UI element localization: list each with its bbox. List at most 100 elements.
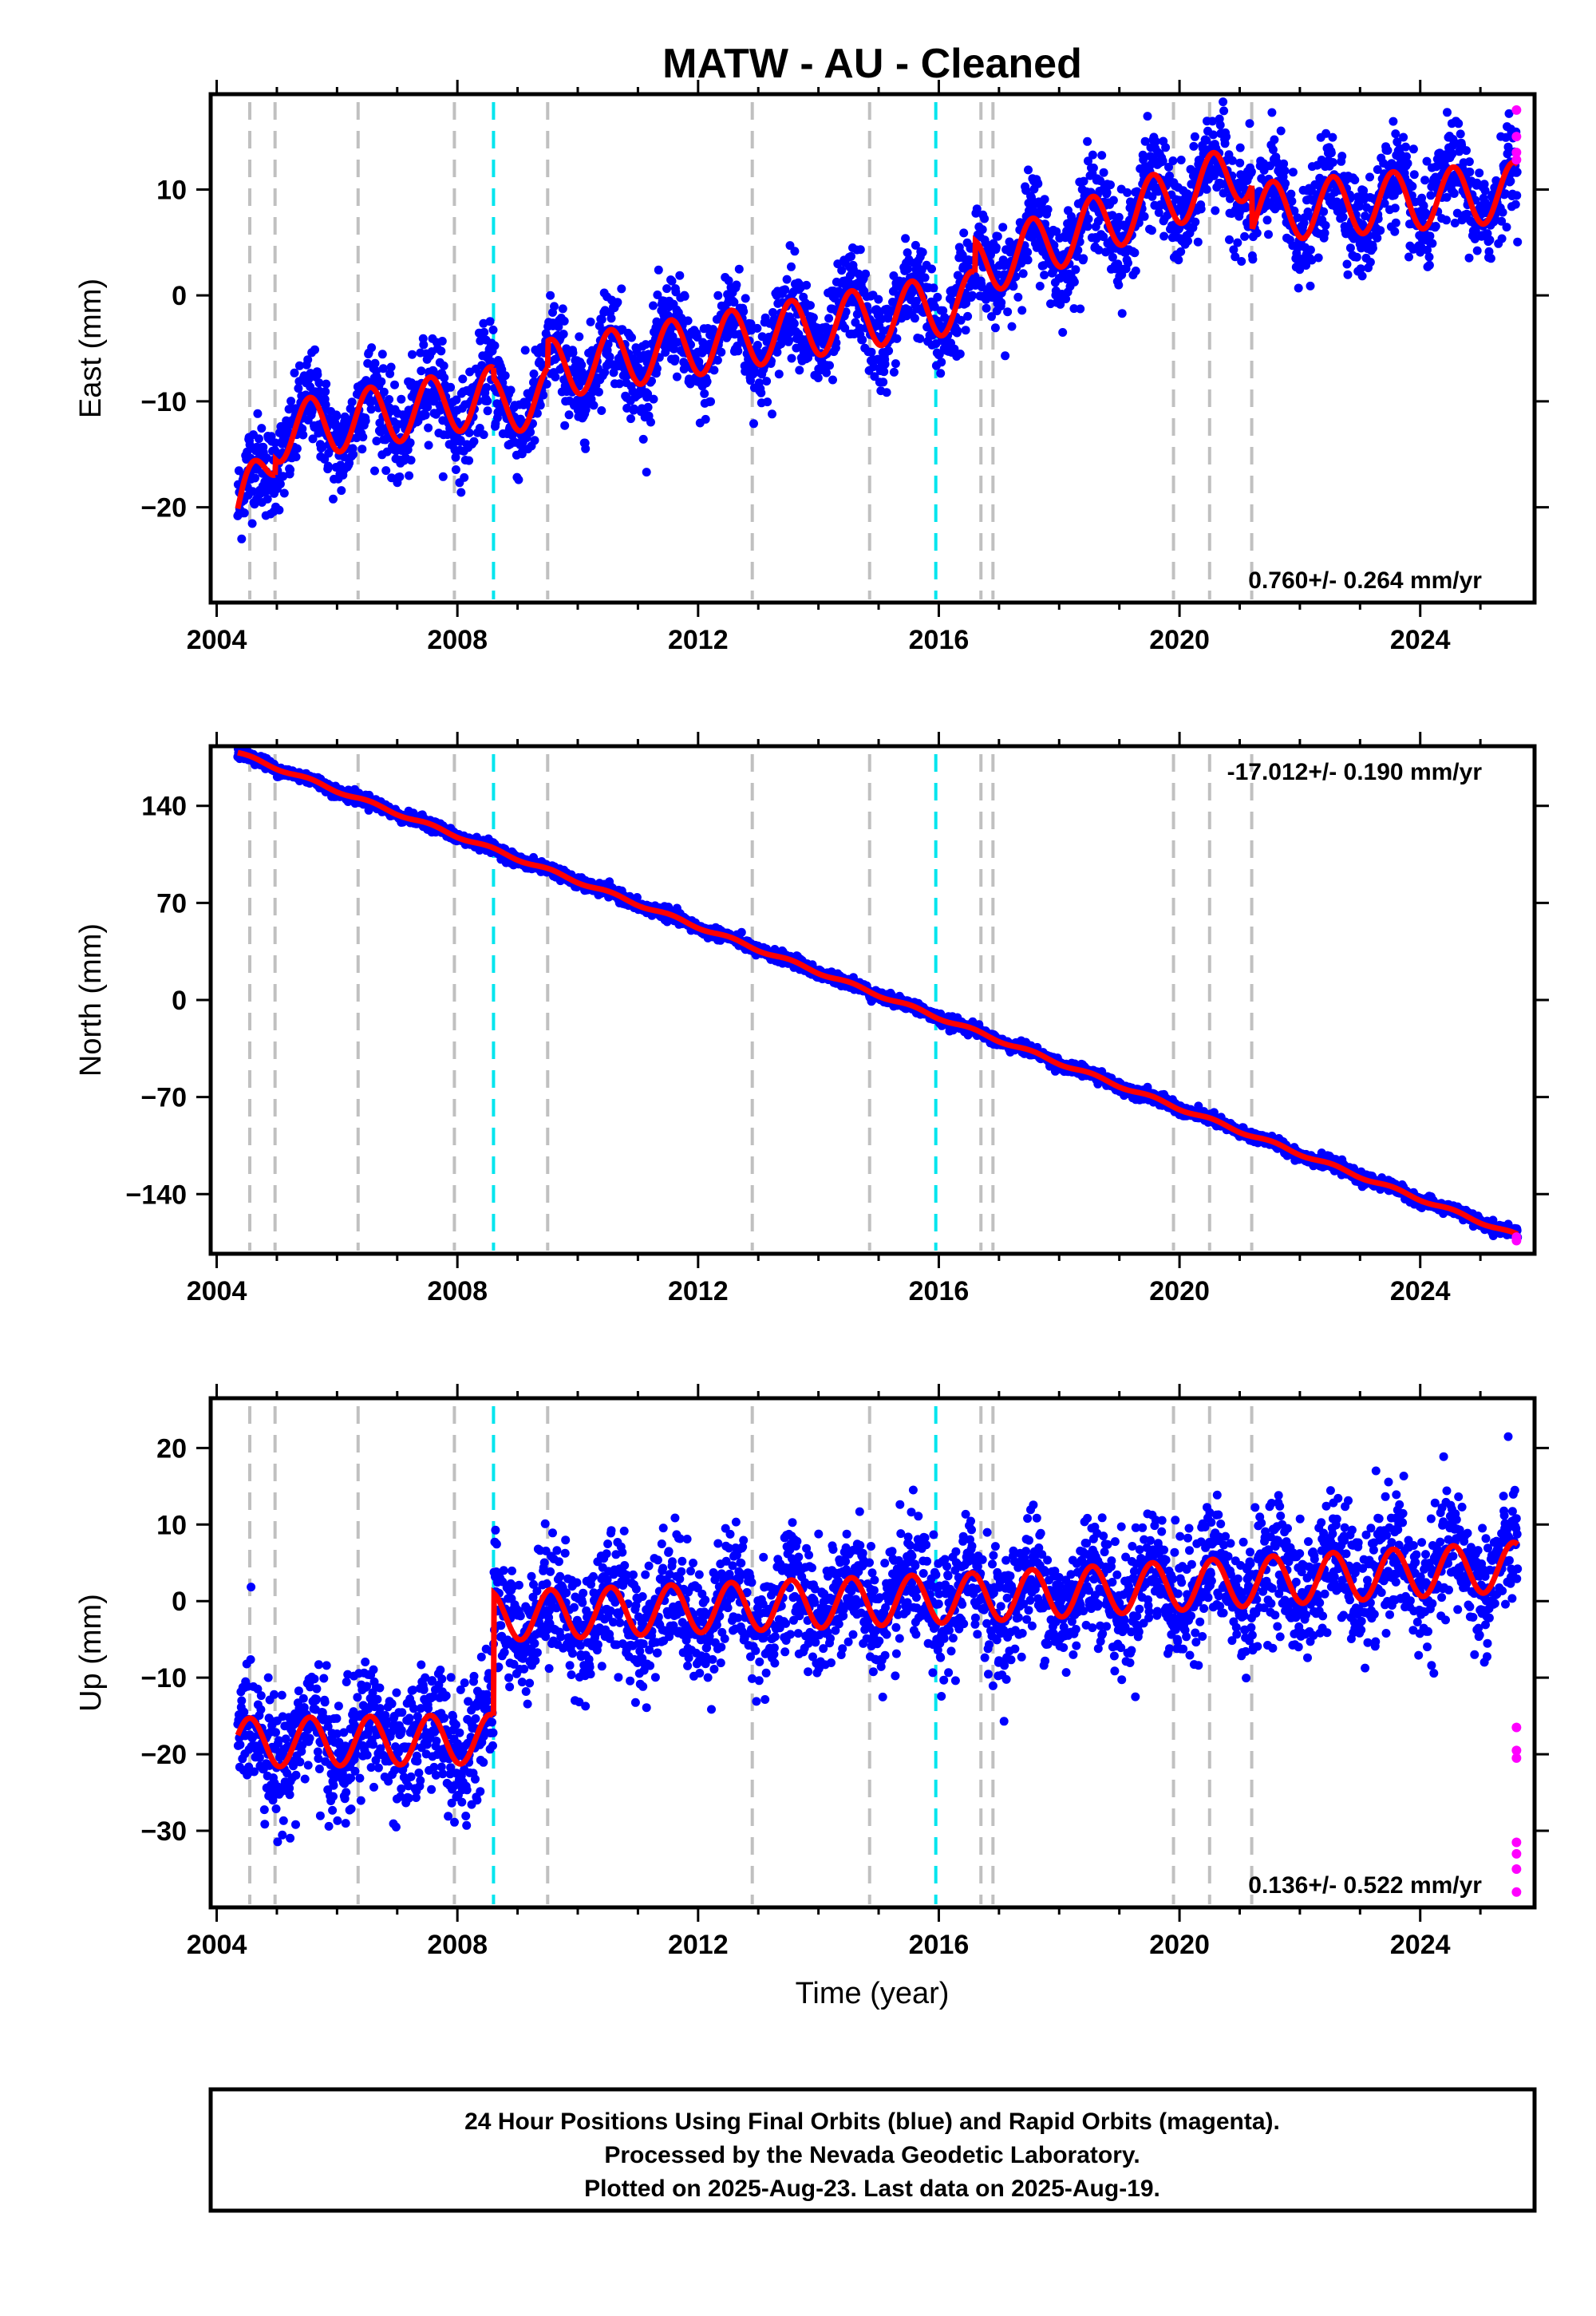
data-point <box>763 397 772 407</box>
data-point <box>737 927 746 937</box>
data-point <box>1267 108 1277 117</box>
data-point <box>1069 277 1079 287</box>
data-point <box>535 401 545 410</box>
data-point <box>1464 253 1474 263</box>
data-point <box>869 362 879 371</box>
data-point <box>397 394 406 404</box>
data-point <box>1140 136 1150 146</box>
data-point <box>1501 189 1510 199</box>
data-point <box>962 298 971 308</box>
data-point <box>1423 245 1432 255</box>
data-point <box>632 347 642 357</box>
data-point <box>787 262 796 271</box>
plot-frame <box>208 92 1537 605</box>
data-point <box>1462 209 1472 219</box>
data-point <box>1229 245 1238 255</box>
data-point <box>381 466 391 476</box>
data-point <box>1281 179 1290 188</box>
data-point <box>294 361 304 370</box>
data-point <box>1424 260 1434 270</box>
data-point <box>1233 238 1242 247</box>
data-point <box>1303 207 1313 216</box>
data-point <box>680 291 689 301</box>
data-point <box>1307 255 1317 265</box>
data-point <box>606 314 616 323</box>
data-point <box>884 346 894 356</box>
data-point <box>279 488 289 498</box>
data-point <box>1114 280 1124 290</box>
data-point <box>437 346 446 356</box>
data-point <box>358 445 367 454</box>
data-point <box>308 434 318 444</box>
data-point <box>589 401 598 410</box>
x-tick-label: 2024 <box>1390 625 1451 655</box>
y-tick-label: 0 <box>172 281 187 311</box>
data-point <box>1079 254 1088 263</box>
data-point <box>237 534 247 543</box>
data-point <box>1151 136 1160 146</box>
data-point <box>323 461 333 471</box>
data-point <box>564 410 574 420</box>
data-point <box>855 323 864 333</box>
data-point <box>1174 255 1183 265</box>
data-point <box>349 449 358 459</box>
panel-north: 2004 2008 2012 2016 2020 2024−140−70070140Nor… <box>74 732 1549 1306</box>
data-point <box>784 336 794 346</box>
data-point <box>1222 132 1231 141</box>
data-point <box>1512 168 1522 177</box>
data-point <box>294 384 303 393</box>
data-point <box>361 416 370 425</box>
data-point <box>1399 132 1408 142</box>
data-point <box>366 405 376 414</box>
data-point <box>253 409 263 418</box>
data-point <box>626 414 635 424</box>
data-point <box>1450 219 1460 227</box>
data-point <box>286 465 295 475</box>
data-point <box>530 436 539 445</box>
data-point <box>1456 129 1465 139</box>
data-point <box>1079 176 1088 186</box>
data-point <box>1123 188 1132 197</box>
data-point <box>936 369 946 378</box>
data-point <box>1183 236 1192 246</box>
data-point <box>1084 156 1092 166</box>
data-point <box>1161 143 1171 152</box>
data-point <box>1024 165 1033 175</box>
data-point <box>858 335 867 345</box>
data-point <box>1393 137 1402 147</box>
data-point <box>1176 156 1186 164</box>
data-point <box>757 388 766 397</box>
data-point <box>1076 304 1085 314</box>
data-point <box>568 348 578 358</box>
data-point <box>643 402 653 412</box>
data-point <box>500 371 510 381</box>
data-point <box>991 243 1001 252</box>
data-point <box>475 424 484 433</box>
data-point <box>1071 265 1080 275</box>
data-point <box>1099 232 1108 242</box>
data-point <box>379 387 389 397</box>
data-point <box>746 319 756 329</box>
data-point <box>1512 191 1522 200</box>
data-point <box>603 339 613 349</box>
data-point <box>539 390 548 400</box>
data-point <box>605 352 614 362</box>
data-point <box>424 423 433 433</box>
data-point <box>559 316 569 326</box>
data-point <box>772 347 782 357</box>
data-point <box>1328 132 1337 142</box>
data-point <box>959 228 969 238</box>
data-point <box>828 375 837 385</box>
data-point <box>713 355 722 365</box>
data-point <box>622 404 632 413</box>
data-point <box>672 372 681 381</box>
data-point <box>1096 176 1105 185</box>
data-point <box>1428 239 1437 248</box>
data-point <box>653 290 662 299</box>
data-point <box>1143 112 1152 121</box>
data-point <box>1073 246 1083 255</box>
data-point <box>551 372 560 381</box>
data-point <box>421 410 430 420</box>
data-point <box>370 358 380 368</box>
data-point <box>782 275 792 284</box>
